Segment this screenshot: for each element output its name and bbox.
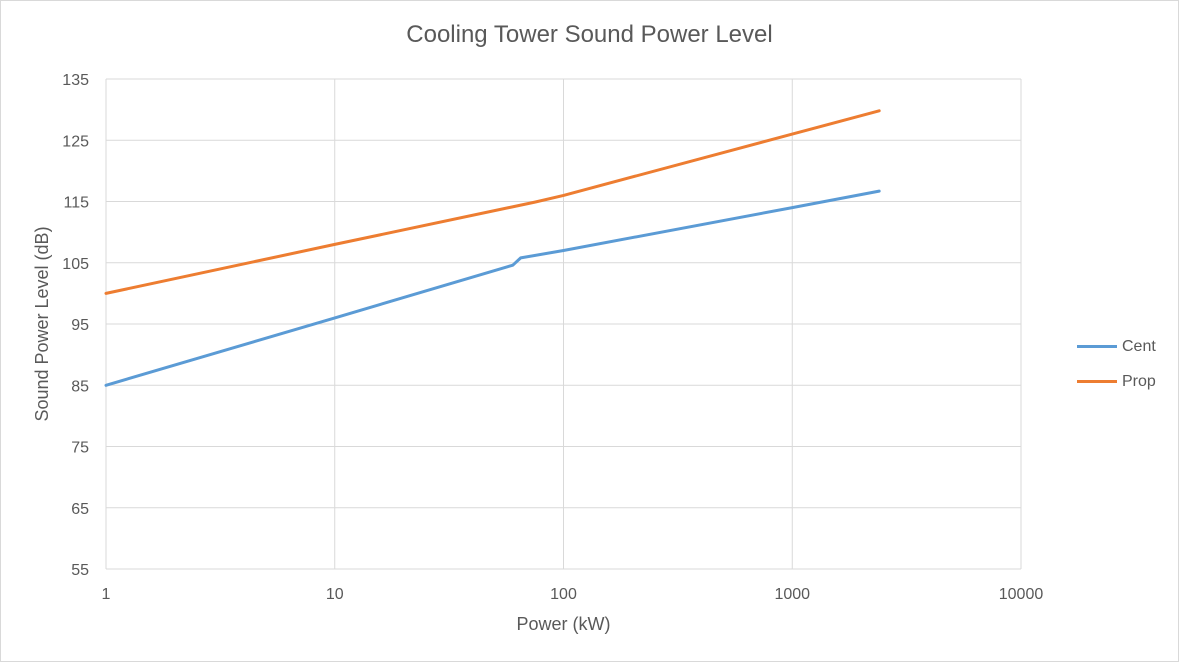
legend-swatch [1077, 345, 1117, 348]
y-tick-label: 95 [71, 317, 89, 334]
chart-title: Cooling Tower Sound Power Level [406, 21, 773, 48]
series-line-prop [104, 109, 881, 295]
y-tick-label: 65 [71, 501, 89, 518]
legend-item-prop: Prop [1077, 364, 1156, 399]
legend-label: Prop [1122, 372, 1156, 390]
y-tick-label: 75 [71, 440, 89, 457]
y-axis-title: Sound Power Level (dB) [32, 226, 52, 421]
x-axis-title: Power (kW) [517, 614, 611, 634]
x-tick-label: 10 [326, 586, 344, 603]
y-tick-label: 55 [71, 562, 89, 579]
y-tick-label: 105 [62, 256, 89, 273]
x-tick-label: 1000 [774, 586, 810, 603]
y-tick-label: 115 [63, 195, 89, 212]
y-tick-label: 135 [62, 72, 89, 89]
chart-legend: Cent Prop [1077, 329, 1156, 399]
legend-item-cent: Cent [1077, 329, 1156, 364]
legend-label: Cent [1122, 337, 1156, 355]
legend-swatch [1077, 380, 1117, 383]
x-tick-label: 100 [550, 586, 577, 603]
x-tick-label: 10000 [999, 586, 1044, 603]
series-line-cent [104, 189, 881, 387]
x-tick-label: 1 [102, 586, 111, 603]
y-tick-label: 125 [62, 133, 89, 150]
y-tick-label: 85 [71, 378, 89, 395]
